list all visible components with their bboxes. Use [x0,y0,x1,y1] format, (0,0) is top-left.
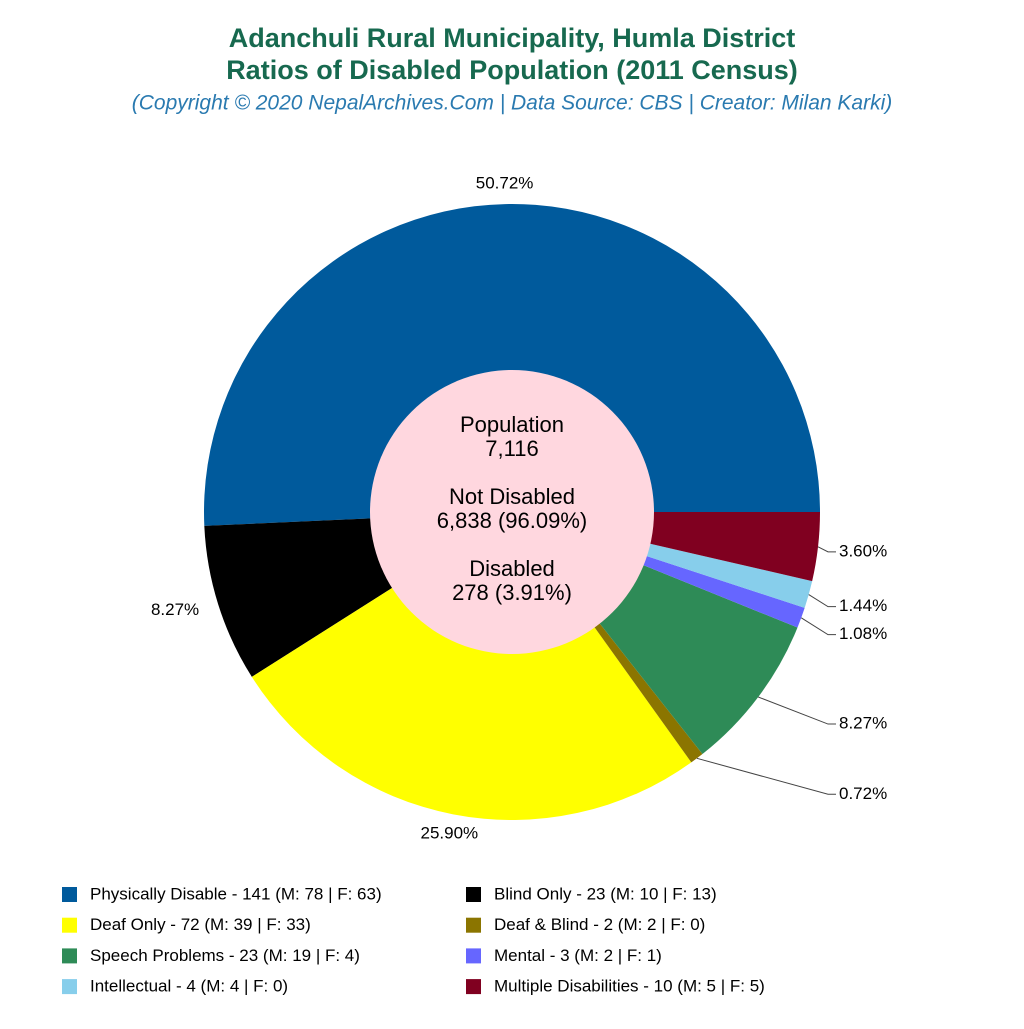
chart-caption: (Copyright © 2020 NepalArchives.Com | Da… [132,92,893,115]
center-text: 6,838 (96.09%) [437,508,587,533]
center-text: Not Disabled [449,484,575,509]
leader-line [800,617,836,636]
value-label: 25.90% [420,823,478,842]
leader-line [808,594,836,608]
legend-swatch [62,979,77,995]
leader-line [696,757,836,795]
slice [204,203,820,526]
legend-label: Intellectual - 4 (M: 4 | F: 0) [90,977,288,996]
legend-swatch [466,917,481,933]
legend-swatch [466,948,481,964]
value-label: 8.27% [839,714,887,733]
slice [251,512,692,821]
donut-center [370,370,654,654]
chart-title: Adanchuli Rural Municipality, Humla Dist… [229,23,796,53]
legend-swatch [62,887,77,902]
chart-subtitle: Ratios of Disabled Population (2011 Cens… [226,55,798,85]
legend-label: Physically Disable - 141 (M: 78 | F: 63) [90,884,382,903]
center-text: 7,116 [485,436,538,461]
leader-line [817,546,836,553]
center-text: Population [460,412,564,437]
value-label: 0.72% [839,784,887,803]
legend-swatch [62,948,77,964]
center-text: Disabled [469,556,555,581]
value-label: 50.72% [476,174,534,193]
value-label: 1.44% [839,596,887,615]
legend-label: Deaf & Blind - 2 (M: 2 | F: 0) [494,915,705,934]
legend-label: Deaf Only - 72 (M: 39 | F: 33) [90,915,311,934]
legend-label: Multiple Disabilities - 10 (M: 5 | F: 5) [494,977,765,996]
legend-swatch [466,979,481,995]
legend-label: Speech Problems - 23 (M: 19 | F: 4) [90,946,360,965]
leader-line [758,696,836,725]
legend-swatch [62,917,77,933]
center-text: 278 (3.91%) [452,580,572,605]
value-label: 3.60% [839,541,887,560]
value-label: 1.08% [839,624,887,643]
legend-label: Blind Only - 23 (M: 10 | F: 13) [494,884,717,903]
value-label: 8.27% [151,600,199,619]
legend-label: Mental - 3 (M: 2 | F: 1) [494,946,662,965]
legend-swatch [466,887,481,902]
